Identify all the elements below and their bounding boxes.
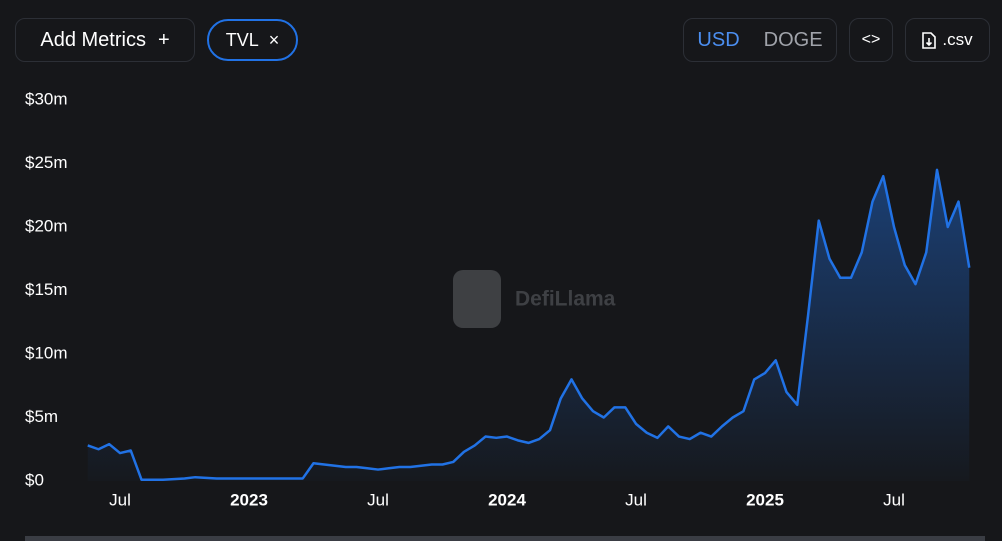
y-tick-label: $30m <box>25 89 68 108</box>
y-tick-label: $5m <box>25 407 58 426</box>
area <box>87 169 970 481</box>
label: .csv <box>942 30 973 49</box>
x-tick-label: Jul <box>109 490 131 509</box>
x-tick-label: 2024 <box>488 490 526 509</box>
usd-option[interactable]: USD <box>697 28 740 51</box>
y-tick-label: $15m <box>25 280 68 299</box>
y-tick-label: $25m <box>25 153 68 172</box>
x-tick-label: 2025 <box>746 490 784 509</box>
label: TVL <box>225 29 259 50</box>
tvl-pill[interactable]: TVL × <box>207 19 298 61</box>
label: Add Metrics <box>40 28 146 51</box>
x-tick-label: 2023 <box>230 490 268 509</box>
x-tick-label: Jul <box>367 490 389 509</box>
y-tick-label: $20m <box>25 216 68 235</box>
file-icon <box>922 31 937 49</box>
currency-toggle: USD DOGE <box>683 18 837 62</box>
line <box>87 168 971 481</box>
watermark: DefiLlama <box>453 270 616 328</box>
watermark-text: DefiLlama <box>515 288 616 311</box>
x-tick-label: Jul <box>625 490 647 509</box>
close-icon: × <box>268 29 280 50</box>
doge-option[interactable]: DOGE <box>763 28 823 51</box>
add-metrics-button[interactable]: Add Metrics + <box>15 18 195 62</box>
x-tick-label: Jul <box>883 490 905 509</box>
embed-button[interactable]: <> <box>849 18 893 62</box>
plus-icon: + <box>157 28 170 51</box>
y-tick-label: $10m <box>25 343 68 362</box>
y-tick-label: $0 <box>25 470 44 489</box>
csv-button[interactable]: .csv <box>905 18 990 62</box>
label: <> <box>861 31 881 48</box>
range-slider[interactable] <box>25 536 985 541</box>
